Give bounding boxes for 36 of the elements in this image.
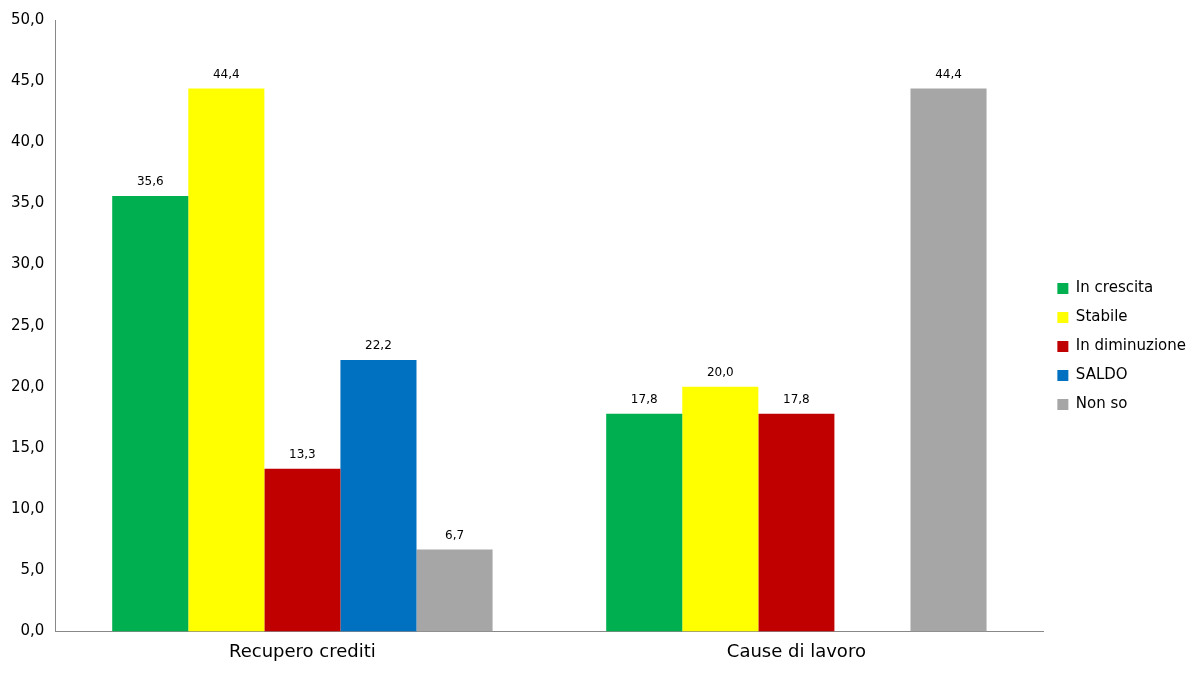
bar xyxy=(112,196,189,632)
y-tick-label: 25,0 xyxy=(10,315,45,334)
legend-label: SALDO xyxy=(1075,365,1128,384)
y-tick-label: 20,0 xyxy=(10,376,45,395)
legend-label: Non so xyxy=(1075,394,1128,413)
legend-label: Stabile xyxy=(1075,307,1128,326)
y-tick-label: 40,0 xyxy=(10,132,45,151)
bar xyxy=(340,359,417,632)
x-tick-label: Recupero crediti xyxy=(229,639,376,661)
data-label: 17,8 xyxy=(630,391,658,406)
data-label: 44,4 xyxy=(212,66,240,81)
bar xyxy=(682,386,759,632)
data-label: 35,6 xyxy=(136,174,164,189)
legend-label: In crescita xyxy=(1075,278,1154,297)
data-label: 6,7 xyxy=(444,527,465,542)
y-tick-label: 45,0 xyxy=(10,71,45,90)
bar xyxy=(910,88,987,632)
y-tick-label: 15,0 xyxy=(10,437,45,456)
data-label: 17,8 xyxy=(783,391,810,406)
y-tick-label: 10,0 xyxy=(10,499,45,518)
y-tick-label: 35,0 xyxy=(10,193,45,212)
y-tick-label: 50,0 xyxy=(10,9,45,28)
y-tick-label: 0,0 xyxy=(20,621,45,640)
x-tick-label: Cause di lavoro xyxy=(726,639,866,661)
y-tick-label: 30,0 xyxy=(10,254,45,273)
data-label: 44,4 xyxy=(935,66,962,81)
bar xyxy=(758,413,835,632)
legend-label: In diminuzione xyxy=(1075,336,1187,355)
bar xyxy=(606,413,683,632)
bar xyxy=(188,88,265,632)
data-label: 13,3 xyxy=(289,446,316,461)
data-label: 22,2 xyxy=(365,338,392,353)
bar xyxy=(264,468,341,632)
bar xyxy=(416,549,493,632)
y-tick-label: 5,0 xyxy=(20,560,45,579)
data-label: 20,0 xyxy=(706,364,734,379)
